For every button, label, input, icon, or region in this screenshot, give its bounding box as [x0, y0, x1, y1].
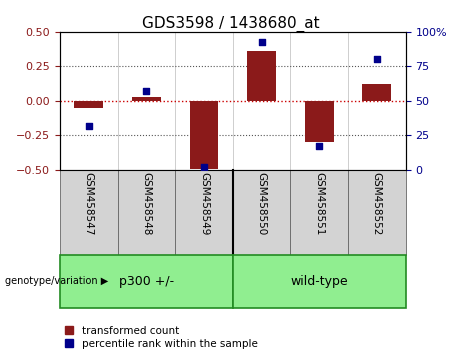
Text: wild-type: wild-type	[290, 275, 348, 288]
Bar	[233, 170, 290, 255]
Point	[142, 88, 150, 94]
Point	[315, 144, 323, 149]
Text: GSM458548: GSM458548	[142, 172, 151, 236]
Bar	[60, 255, 233, 308]
Point	[373, 57, 381, 62]
Bar	[305, 101, 334, 142]
Text: p300 +/-: p300 +/-	[119, 275, 174, 288]
Text: GSM458552: GSM458552	[372, 172, 382, 236]
Point	[200, 164, 207, 170]
Bar	[233, 255, 406, 308]
Text: GSM458549: GSM458549	[199, 172, 209, 236]
Bar	[189, 101, 219, 169]
Bar	[132, 97, 161, 101]
Text: GDS3598 / 1438680_at: GDS3598 / 1438680_at	[142, 16, 319, 32]
Point	[85, 123, 92, 129]
Bar	[362, 84, 391, 101]
Bar	[118, 170, 175, 255]
Bar	[74, 101, 103, 108]
Bar	[247, 51, 276, 101]
Legend: transformed count, percentile rank within the sample: transformed count, percentile rank withi…	[65, 326, 258, 349]
Bar	[290, 170, 348, 255]
Bar	[348, 170, 406, 255]
Text: genotype/variation ▶: genotype/variation ▶	[5, 276, 108, 286]
Text: GSM458550: GSM458550	[257, 172, 266, 236]
Bar	[60, 170, 118, 255]
Text: GSM458551: GSM458551	[314, 172, 324, 236]
Bar	[175, 170, 233, 255]
Point	[258, 39, 266, 44]
Text: GSM458547: GSM458547	[84, 172, 94, 236]
